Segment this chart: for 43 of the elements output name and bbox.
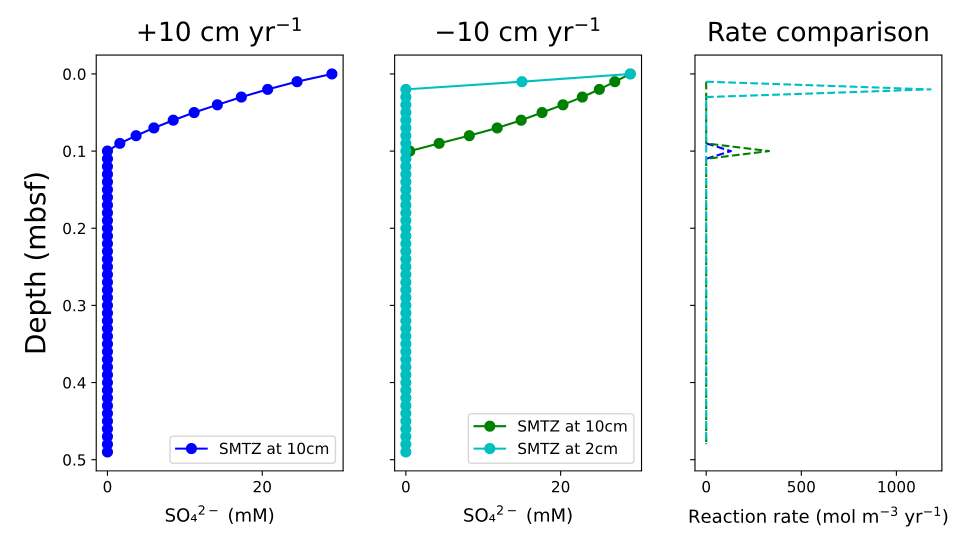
point <box>536 106 548 118</box>
x-axis-title: SO₄$^{2−}$ (mM) <box>464 505 572 524</box>
point <box>212 99 223 110</box>
point <box>114 138 126 149</box>
x-axis-title: Reaction rate (mol m$^{−3}$ yr$^{−1}$) <box>690 506 948 527</box>
point <box>516 114 527 126</box>
point <box>492 122 503 134</box>
point <box>557 99 569 110</box>
x-tick-label: 20 <box>254 480 271 492</box>
x-tick-label: 0 <box>104 480 112 492</box>
y-tick-label: 0.0 <box>63 68 86 80</box>
x-tick-label: 500 <box>788 480 815 492</box>
point <box>292 76 303 88</box>
y-tick-label: 0.4 <box>63 377 86 389</box>
point <box>516 76 528 88</box>
point <box>576 92 588 103</box>
legend-label: SMTZ at 10cm <box>220 442 328 454</box>
point <box>188 106 200 118</box>
chart-title: +10 cm yr$^{−1}$ <box>138 17 301 46</box>
point <box>464 130 475 142</box>
legend-label: SMTZ at 10cm <box>518 420 626 432</box>
y-tick-label: 0.3 <box>63 300 86 312</box>
point <box>168 114 179 126</box>
legend-label: SMTZ at 2cm <box>518 442 617 454</box>
x-tick-label: 0 <box>702 480 710 492</box>
point <box>262 84 274 95</box>
y-tick-label: 0.5 <box>63 454 86 466</box>
y-axis-title: Depth (mbsf) <box>24 173 52 352</box>
point <box>326 68 338 80</box>
point <box>130 130 142 142</box>
point <box>434 138 445 149</box>
x-tick-label: 1000 <box>878 480 915 492</box>
point <box>236 92 247 103</box>
y-tick-label: 0.1 <box>63 146 86 158</box>
x-tick-label: 0 <box>402 480 410 492</box>
point <box>609 76 620 88</box>
y-tick-label: 0.2 <box>63 222 85 234</box>
point <box>148 122 160 134</box>
x-axis-title: SO₄$^{2−}$ (mM) <box>166 505 274 524</box>
chart-title: Rate comparison <box>710 21 928 47</box>
point <box>594 84 605 95</box>
chart-title: −10 cm yr$^{−1}$ <box>437 17 600 46</box>
x-tick-label: 20 <box>552 480 570 492</box>
